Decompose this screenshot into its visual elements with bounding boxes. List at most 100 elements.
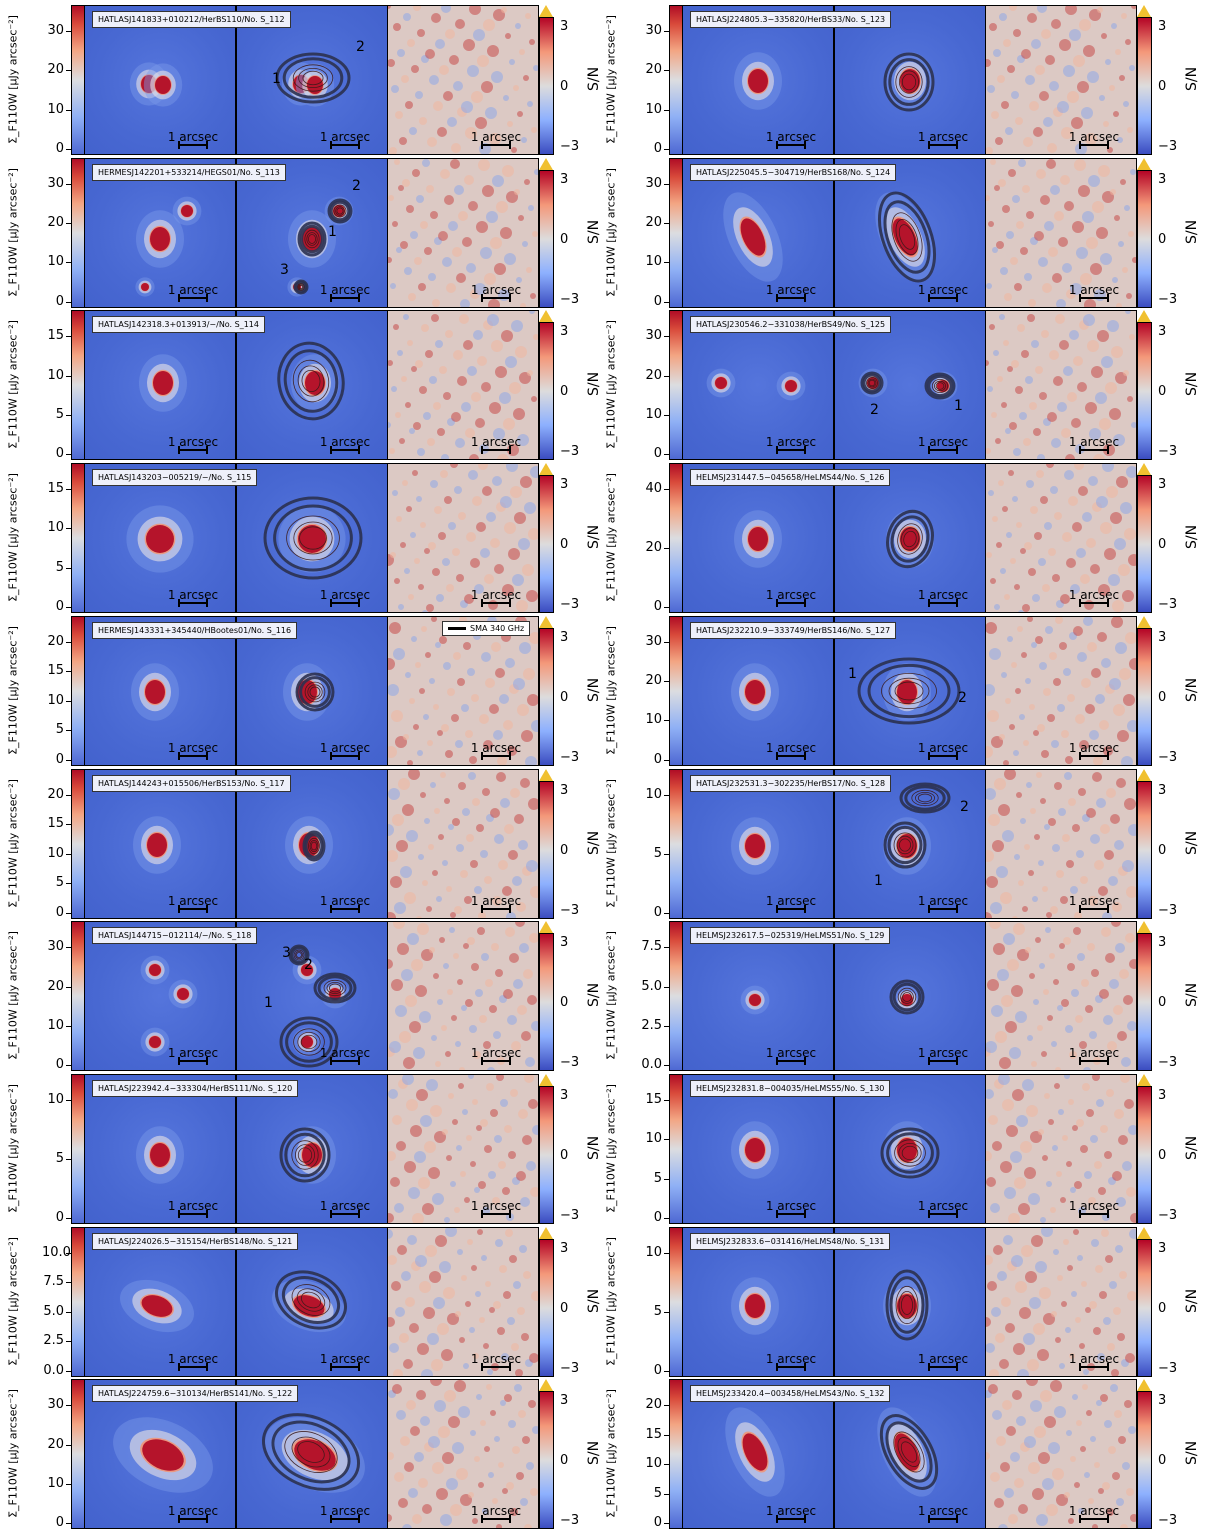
y-axis-label: Σ_F110W [μJy arcsec⁻²] [6, 473, 20, 602]
residual-speck [1032, 895, 1038, 902]
scale-bar-label: 1 arcsec [765, 282, 817, 297]
residual-speck [401, 1270, 411, 1281]
residual-speck [1048, 246, 1058, 257]
residual-speck [478, 1180, 486, 1189]
y-tick-mark [664, 759, 669, 761]
residual-speck [496, 200, 508, 213]
residual-speck [1126, 885, 1136, 898]
residual-speck [1075, 713, 1085, 724]
residual-speck [498, 1462, 504, 1469]
y-tick-mark [664, 1464, 669, 1466]
residual-speck [1106, 486, 1118, 499]
y-tick-label: 0 [55, 293, 64, 309]
scale-bar-line [928, 293, 958, 303]
sn-axis-label: S/N [1184, 1135, 1201, 1160]
sn-tick-label: −3 [1158, 291, 1178, 307]
scale-bar-line [481, 1209, 511, 1219]
residual-speck [461, 402, 471, 413]
scale-bar-line [1079, 141, 1109, 150]
residual-speck [1108, 1446, 1116, 1455]
residual-speck [397, 49, 405, 57]
residual-speck [1033, 729, 1039, 736]
residual-speck [1083, 1368, 1089, 1375]
residual-speck [502, 1186, 510, 1195]
residual-speck [495, 667, 505, 678]
residual-speck [450, 911, 456, 918]
y-tick-mark [66, 883, 71, 884]
image-number-label: 2 [356, 39, 365, 55]
residual-speck [1093, 1326, 1101, 1335]
residual-panel: 1 arcsec [387, 310, 539, 461]
residual-speck [472, 797, 480, 806]
y-tick-mark [664, 641, 669, 643]
y-tick-mark [66, 489, 71, 491]
residual-speck [1056, 298, 1066, 307]
residual-panel: 1 arcsec [387, 768, 539, 919]
y-tick-mark [664, 1025, 669, 1027]
y-tick-mark [664, 681, 669, 683]
y-axis-label: Σ_F110W [μJy arcsec⁻²] [604, 625, 618, 755]
residual-speck [494, 833, 504, 844]
residual-speck [995, 438, 1001, 445]
residual-speck [1097, 631, 1107, 642]
residual-speck [993, 943, 1005, 956]
residual-speck [1011, 360, 1019, 369]
residual-speck [479, 1316, 485, 1323]
residual-speck [404, 1160, 416, 1173]
residual-speck [1129, 959, 1136, 970]
sn-axis-label: S/N [1184, 525, 1201, 550]
residual-speck [446, 282, 456, 293]
residual-speck [1092, 771, 1102, 782]
model-panel: 1 arcsec [236, 1379, 388, 1530]
residual-speck [1101, 33, 1107, 39]
y-tick-mark [66, 1370, 71, 1372]
residual-speck [493, 428, 505, 441]
residual-speck [486, 1082, 494, 1091]
residual-speck [492, 1196, 500, 1205]
y-tick-mark [66, 1158, 71, 1160]
residual-speck [424, 817, 430, 824]
residual-speck [1048, 817, 1056, 826]
residual-speck [520, 1196, 530, 1207]
model-panel: 1 arcsec [236, 5, 388, 155]
y-tick-mark [66, 912, 71, 914]
sn-tick-label: −3 [560, 1055, 580, 1071]
y-tick-mark [66, 1341, 71, 1343]
observed-panel: 1 arcsec [682, 1379, 834, 1530]
sn-tick-label: 3 [560, 1087, 569, 1103]
residual-speck [992, 516, 998, 523]
y-tick-label: 10 [47, 1017, 64, 1033]
scale-bar-label: 1 arcsec [765, 740, 817, 755]
scale-bar-line [928, 1362, 958, 1372]
observed-panel: 1 arcsec [84, 1073, 236, 1224]
residual-speck [1126, 1186, 1136, 1197]
residual-speck [481, 382, 491, 393]
residual-speck [497, 454, 509, 460]
residual-speck [1121, 13, 1127, 19]
residual-speck [1033, 999, 1039, 1006]
residual-speck [1118, 564, 1130, 577]
residual-speck [529, 933, 538, 944]
residual-speck [1062, 1134, 1068, 1141]
residual-speck [1011, 985, 1023, 998]
model-contours [857, 657, 961, 725]
residual-speck [1012, 496, 1018, 503]
residual-speck [397, 1244, 407, 1255]
source-id-label: HELMSJ232617.5−025319/HeLMS51/No. S_129 [690, 927, 891, 945]
residual-speck [522, 1134, 532, 1145]
residual-speck [413, 723, 419, 730]
scale-bar-label: 1 arcsec [319, 588, 371, 603]
residual-speck [420, 220, 428, 229]
residual-speck [1046, 1504, 1058, 1517]
residual-speck [388, 256, 392, 263]
residual-speck [469, 6, 481, 15]
residual-speck [1069, 1352, 1075, 1359]
y-tick-mark [66, 1252, 71, 1254]
y-tick-mark [664, 1311, 669, 1313]
y-tick-label: 15 [645, 1091, 662, 1107]
residual-speck [1010, 1452, 1020, 1463]
observed-panel: 1 arcsec [682, 157, 834, 308]
y-tick-label: 10 [645, 712, 662, 728]
y-tick-mark [66, 607, 71, 609]
residual-speck [505, 356, 517, 369]
